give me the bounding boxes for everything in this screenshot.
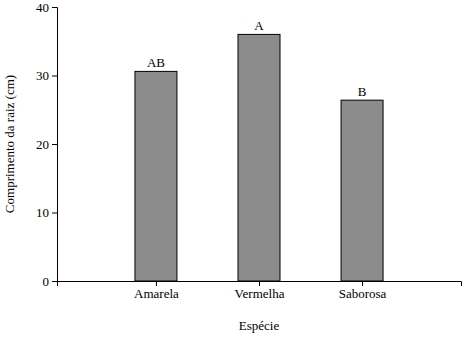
bar: [341, 100, 383, 281]
annotation: B: [358, 84, 367, 99]
y-tick: 0: [43, 274, 58, 289]
y-axis: 0 10 20 30 40: [36, 0, 58, 289]
y-axis-title: Comprimento da raiz (cm): [2, 75, 17, 213]
y-tick: 10: [36, 205, 57, 220]
y-tick-label: 30: [36, 68, 49, 83]
y-tick-label: 20: [36, 137, 49, 152]
x-axis-title: Espécie: [239, 318, 280, 333]
bars: [135, 34, 383, 281]
y-axis-line: [52, 8, 58, 282]
y-tick: 40: [36, 0, 57, 15]
y-tick-label: 40: [36, 0, 49, 15]
y-tick-mark: [52, 281, 57, 282]
annotation: A: [254, 18, 264, 33]
y-tick-label: 0: [43, 274, 50, 289]
x-tick-label: Saborosa: [339, 286, 387, 301]
bar: [238, 34, 280, 281]
x-tick-label: Amarela: [134, 286, 179, 301]
x-tick: Saborosa: [339, 281, 387, 301]
x-tick: Amarela: [134, 281, 179, 301]
bar: [135, 71, 177, 281]
x-tick: Vermelha: [235, 281, 285, 301]
y-tick-label: 10: [36, 205, 49, 220]
y-tick: 20: [36, 137, 57, 152]
annotations: ABAB: [147, 18, 367, 99]
y-tick-mark: [52, 76, 57, 77]
chart: 010203040AmarelaVermelhaSaborosaABABEspé…: [0, 0, 470, 337]
y-tick-mark: [52, 144, 57, 145]
annotation: AB: [147, 55, 165, 70]
x-axis: Amarela Vermelha Saborosa: [58, 281, 462, 301]
y-tick: 30: [36, 68, 57, 83]
y-tick-mark: [52, 213, 57, 214]
x-tick-label: Vermelha: [235, 286, 285, 301]
y-tick-mark: [52, 7, 57, 8]
